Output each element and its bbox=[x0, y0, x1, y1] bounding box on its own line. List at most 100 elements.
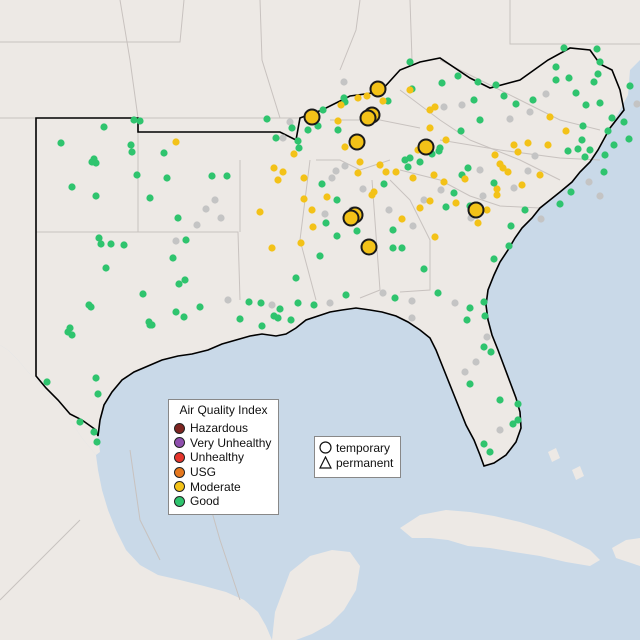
monitor-dot-good bbox=[490, 179, 498, 187]
monitor-dot-good bbox=[404, 163, 412, 171]
monitor-dot-moderate bbox=[379, 97, 387, 105]
monitor-dot-moderate bbox=[504, 168, 512, 176]
monitor-dot-good bbox=[596, 58, 604, 66]
monitor-dot-good bbox=[556, 200, 564, 208]
monitor-dot-good bbox=[626, 82, 634, 90]
monitor-dots-layer bbox=[43, 44, 640, 456]
monitor-dot-good bbox=[163, 174, 171, 182]
monitor-dot-nodata bbox=[483, 333, 491, 341]
monitor-dot-good bbox=[276, 305, 284, 313]
monitor-dot-nodata bbox=[526, 108, 534, 116]
monitor-dot-nodata bbox=[385, 206, 393, 214]
temporary-monitor-moderate[interactable] bbox=[359, 109, 377, 127]
monitor-dot-good bbox=[521, 206, 529, 214]
monitor-dot-moderate bbox=[430, 171, 438, 179]
monitor-dot-nodata bbox=[409, 222, 417, 230]
monitor-dot-good bbox=[304, 126, 312, 134]
monitor-dot-good bbox=[389, 226, 397, 234]
temporary-monitor-moderate[interactable] bbox=[417, 138, 435, 156]
monitor-dot-good bbox=[182, 236, 190, 244]
monitor-dot-good bbox=[133, 171, 141, 179]
monitor-dot-good bbox=[492, 81, 500, 89]
monitor-dot-good bbox=[223, 172, 231, 180]
monitor-dot-good bbox=[466, 380, 474, 388]
monitor-dot-good bbox=[310, 301, 318, 309]
monitor-dot-nodata bbox=[458, 101, 466, 109]
legend-label-temporary: temporary bbox=[336, 440, 391, 455]
monitor-dot-moderate bbox=[270, 164, 278, 172]
monitor-dot-moderate bbox=[518, 181, 526, 189]
monitor-dot-good bbox=[480, 298, 488, 306]
monitor-dot-good bbox=[100, 123, 108, 131]
monitor-dot-good bbox=[319, 106, 327, 114]
temporary-monitor-moderate[interactable] bbox=[360, 238, 378, 256]
monitor-dot-good bbox=[496, 396, 504, 404]
monitor-dot-moderate bbox=[308, 206, 316, 214]
monitor-dot-good bbox=[294, 299, 302, 307]
monitor-dot-good bbox=[316, 252, 324, 260]
monitor-dot-good bbox=[93, 438, 101, 446]
monitor-dot-good bbox=[391, 294, 399, 302]
monitor-dot-good bbox=[594, 70, 602, 78]
monitor-dot-good bbox=[586, 146, 594, 154]
temporary-monitor-moderate[interactable] bbox=[348, 133, 366, 151]
temporary-monitor-moderate[interactable] bbox=[342, 209, 360, 227]
monitor-dot-nodata bbox=[479, 192, 487, 200]
monitor-dot-good bbox=[529, 96, 537, 104]
monitor-dot-moderate bbox=[544, 141, 552, 149]
monitor-dot-moderate bbox=[493, 185, 501, 193]
temporary-monitor-moderate[interactable] bbox=[369, 80, 387, 98]
monitor-dot-moderate bbox=[354, 94, 362, 102]
monitor-dot-nodata bbox=[408, 314, 416, 322]
monitor-dot-nodata bbox=[596, 192, 604, 200]
monitor-dot-moderate bbox=[562, 127, 570, 135]
legend-item-unhealthy: Unhealthy bbox=[169, 450, 278, 465]
monitor-dot-good bbox=[581, 153, 589, 161]
monitor-dot-moderate bbox=[440, 178, 448, 186]
monitor-dot-nodata bbox=[193, 221, 201, 229]
monitor-dot-moderate bbox=[493, 191, 501, 199]
monitor-dot-moderate bbox=[337, 101, 345, 109]
monitor-dot-good bbox=[572, 89, 580, 97]
monitor-dot-moderate bbox=[368, 191, 376, 199]
monitor-dot-moderate bbox=[363, 92, 371, 100]
monitor-dot-nodata bbox=[332, 167, 340, 175]
monitor-dot-nodata bbox=[524, 167, 532, 175]
monitor-dot-nodata bbox=[496, 426, 504, 434]
legend-row-permanent: permanent bbox=[315, 455, 400, 470]
monitor-dot-good bbox=[68, 331, 76, 339]
monitor-dot-moderate bbox=[297, 239, 305, 247]
monitor-dot-good bbox=[257, 299, 265, 307]
monitor-dot-nodata bbox=[440, 103, 448, 111]
monitor-dot-nodata bbox=[461, 368, 469, 376]
monitor-dot-moderate bbox=[452, 199, 460, 207]
monitor-dot-good bbox=[208, 172, 216, 180]
monitor-dot-moderate bbox=[426, 106, 434, 114]
circle-icon bbox=[319, 441, 332, 454]
monitor-dot-good bbox=[442, 203, 450, 211]
monitor-dot-good bbox=[57, 139, 65, 147]
monitor-dot-moderate bbox=[279, 168, 287, 176]
monitor-dot-good bbox=[127, 141, 135, 149]
monitor-dot-nodata bbox=[531, 152, 539, 160]
monitor-dot-moderate bbox=[546, 113, 554, 121]
monitor-dot-good bbox=[625, 135, 633, 143]
monitor-dot-nodata bbox=[437, 186, 445, 194]
monitor-dot-moderate bbox=[431, 233, 439, 241]
monitor-dot-good bbox=[196, 303, 204, 311]
monitor-dot-moderate bbox=[392, 168, 400, 176]
mexico-landmass bbox=[0, 345, 272, 640]
monitor-dot-nodata bbox=[420, 196, 428, 204]
monitor-dot-nodata bbox=[379, 289, 387, 297]
monitor-dot-moderate bbox=[354, 169, 362, 177]
monitor-dot-good bbox=[604, 127, 612, 135]
temporary-monitor-moderate[interactable] bbox=[467, 201, 485, 219]
monitor-dot-good bbox=[512, 100, 520, 108]
monitor-dot-nodata bbox=[451, 299, 459, 307]
monitor-dot-nodata bbox=[585, 178, 593, 186]
temporary-monitor-moderate[interactable] bbox=[303, 108, 321, 126]
monitor-dot-nodata bbox=[268, 301, 276, 309]
monitor-dot-good bbox=[514, 416, 522, 424]
monitor-dot-good bbox=[97, 240, 105, 248]
